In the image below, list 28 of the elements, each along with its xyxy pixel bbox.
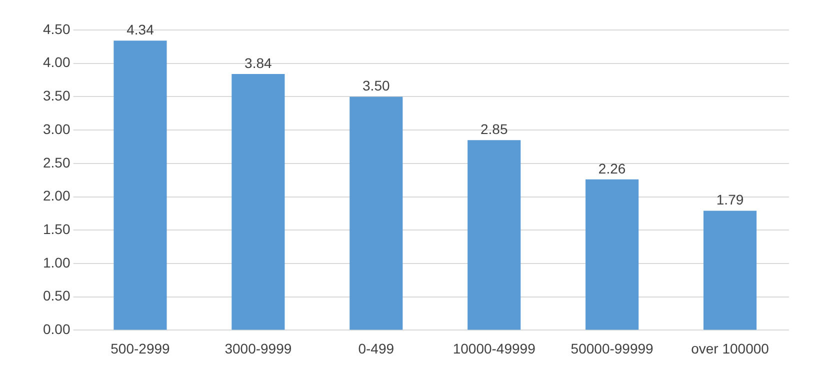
bar <box>350 96 403 330</box>
x-tick-label: over 100000 <box>691 340 770 356</box>
x-tick-label: 10000-49999 <box>452 340 536 356</box>
y-tick-label: 2.50 <box>43 154 70 170</box>
data-label: 2.85 <box>480 120 508 137</box>
data-label: 3.50 <box>362 78 390 94</box>
y-tick-label: 3.00 <box>43 120 70 137</box>
data-label: 4.34 <box>126 22 154 38</box>
x-tick-label: 50000-99999 <box>570 340 654 356</box>
data-label: 2.26 <box>598 160 626 176</box>
y-tick-label: 0.00 <box>43 321 70 338</box>
y-tick-label: 1.50 <box>43 220 70 237</box>
y-tick-label: 4.50 <box>43 20 70 37</box>
y-tick-label: 3.50 <box>43 88 70 104</box>
y-tick-label: 1.00 <box>43 254 70 270</box>
x-tick-label: 500-2999 <box>110 340 170 356</box>
bar <box>703 210 757 330</box>
y-tick-label: 4.00 <box>43 54 70 70</box>
y-tick-label: 2.00 <box>43 188 70 204</box>
x-tick-label: 0-499 <box>358 340 394 356</box>
bar <box>232 74 285 330</box>
y-tick-label: 0.50 <box>43 288 70 304</box>
data-label: 1.79 <box>716 192 744 208</box>
bar <box>114 40 167 330</box>
bar <box>586 179 639 330</box>
data-label: 3.84 <box>244 54 272 71</box>
x-tick-label: 3000-9999 <box>224 340 292 356</box>
bar <box>468 140 521 330</box>
